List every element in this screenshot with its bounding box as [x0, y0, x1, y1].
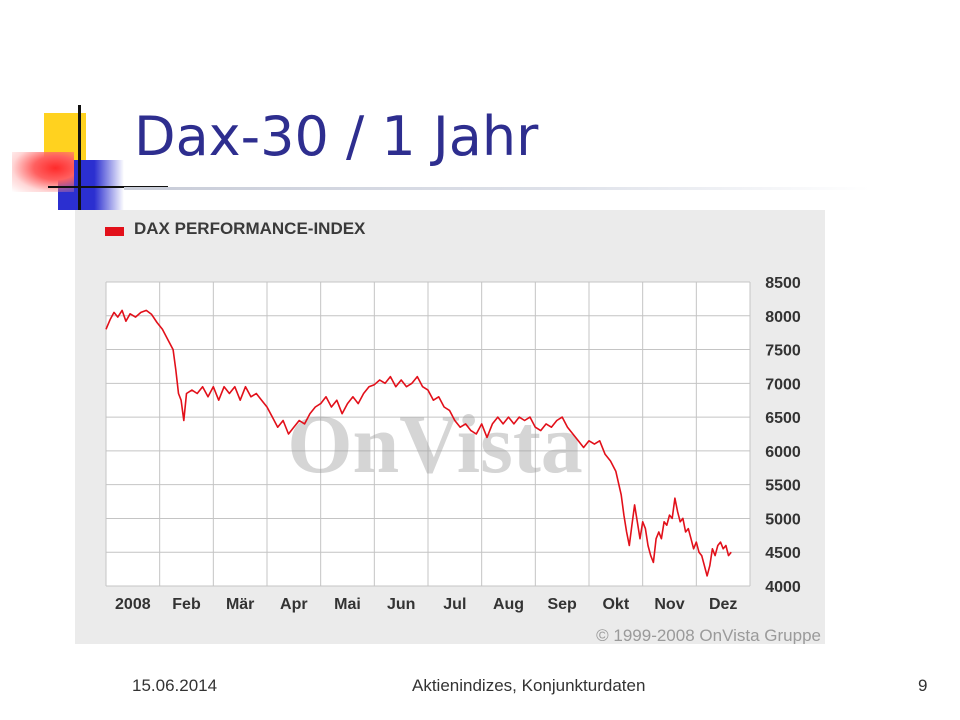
chart-title: DAX PERFORMANCE-INDEX [134, 219, 366, 238]
x-tick-label: Apr [280, 596, 308, 613]
series-line-dax [105, 309, 732, 577]
footer-center-text: Aktienindizes, Konjunkturdaten [412, 676, 646, 695]
x-tick-label: Mai [334, 596, 361, 613]
slide-decoration-horizontal-line [48, 186, 168, 188]
dax-line-chart: DAX PERFORMANCE-INDEX OnVista 8500 8000 75… [105, 219, 821, 644]
y-tick-label: 5000 [765, 511, 801, 528]
footer-page-number: 9 [918, 676, 928, 695]
title-underline [124, 187, 870, 190]
x-tick-label: Okt [602, 596, 629, 613]
y-tick-label: 8500 [765, 275, 801, 292]
x-tick-label: Nov [654, 596, 684, 613]
y-tick-label: 6500 [765, 410, 801, 427]
x-tick-label: Aug [493, 596, 524, 613]
y-tick-label: 8000 [765, 309, 801, 326]
slide-decoration-red-glow [12, 152, 74, 192]
x-tick-label: Jul [443, 596, 466, 613]
slide-decoration-vertical-line [78, 105, 81, 210]
legend-swatch [105, 227, 124, 236]
y-axis-ticks: 8500 8000 7500 7000 6500 6000 5500 5000 4500 4000 [765, 275, 801, 596]
y-tick-label: 4000 [765, 579, 801, 596]
grid [105, 281, 751, 587]
x-tick-label: Mär [226, 596, 254, 613]
y-tick-label: 5500 [765, 478, 801, 495]
x-tick-label: 2008 [115, 596, 151, 613]
footer-date: 15.06.2014 [132, 676, 218, 695]
y-tick-label: 7500 [765, 343, 801, 360]
y-tick-label: 4500 [765, 545, 801, 562]
x-tick-label: Feb [172, 596, 201, 613]
x-axis-ticks: 2008 Feb Mär Apr Mai Jun Jul Aug Sep Okt Nov Dez [115, 596, 737, 613]
watermark-text: OnVista [287, 398, 583, 491]
y-tick-label: 6000 [765, 444, 801, 461]
x-tick-label: Jun [387, 596, 415, 613]
x-tick-label: Dez [709, 596, 737, 613]
y-tick-label: 7000 [765, 376, 801, 393]
x-tick-label: Sep [547, 596, 577, 613]
slide-title: Dax-30 / 1 Jahr [134, 105, 539, 168]
chart-panel: DAX PERFORMANCE-INDEX OnVista 8500 8000 75… [75, 210, 825, 644]
copyright-text: © 1999-2008 OnVista Gruppe [596, 626, 821, 644]
